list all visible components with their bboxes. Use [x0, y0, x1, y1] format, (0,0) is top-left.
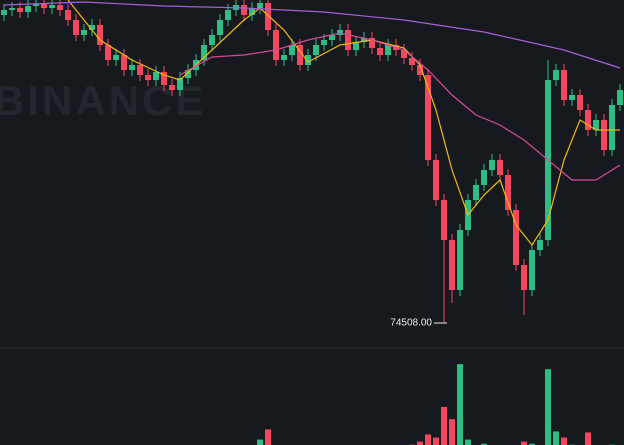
- volume-bar: [457, 364, 463, 445]
- candle-body: [489, 160, 495, 170]
- candle-body: [313, 45, 319, 55]
- candle-body: [25, 6, 31, 12]
- candle-body: [33, 4, 39, 6]
- candle-body: [121, 55, 127, 70]
- candle-body: [185, 70, 191, 78]
- candle-body: [297, 45, 303, 65]
- candle-body: [201, 45, 207, 60]
- volume-bar: [481, 443, 487, 445]
- candle-body: [17, 8, 23, 12]
- moving-average-line: [3, 1, 621, 69]
- candle-body: [377, 48, 383, 55]
- volume-bar: [449, 419, 455, 445]
- candle-body: [449, 240, 455, 290]
- candle-body: [577, 95, 583, 110]
- candle-body: [345, 30, 351, 50]
- candle-body: [273, 30, 279, 60]
- candle-body: [585, 110, 591, 130]
- volume-bar: [265, 429, 271, 445]
- candle-body: [217, 20, 223, 35]
- candle-body: [161, 72, 167, 85]
- candle-body: [361, 38, 367, 42]
- candle-body: [289, 45, 295, 55]
- candle-body: [209, 35, 215, 45]
- candle-body: [113, 55, 119, 60]
- candle-body: [425, 75, 431, 160]
- candle-body: [329, 35, 335, 40]
- candle-body: [537, 240, 543, 250]
- candle-body: [529, 250, 535, 290]
- volume-bar: [441, 406, 447, 445]
- candle-body: [617, 90, 623, 105]
- volume-bar: [257, 439, 263, 445]
- candle-body: [49, 5, 55, 8]
- candle-body: [593, 120, 599, 130]
- candle-body: [65, 10, 71, 20]
- candle-body: [105, 45, 111, 60]
- candle-body: [521, 265, 527, 290]
- candle-body: [137, 65, 143, 75]
- candle-body: [81, 30, 87, 35]
- candle-body: [281, 55, 287, 60]
- candle-body: [505, 175, 511, 210]
- candle-body: [153, 72, 159, 80]
- candle-body: [553, 70, 559, 80]
- candle-body: [601, 120, 607, 150]
- watermark: BINANCE: [0, 77, 206, 124]
- candle-body: [385, 45, 391, 55]
- candle-body: [1, 10, 7, 15]
- volume-bar: [425, 434, 431, 445]
- volume-bar: [433, 437, 439, 445]
- candle-body: [569, 95, 575, 100]
- candle-body: [129, 65, 135, 70]
- candle-body: [409, 58, 415, 65]
- candle-body: [353, 42, 359, 50]
- candle-body: [169, 85, 175, 90]
- candle-body: [249, 8, 255, 15]
- candle-body: [473, 185, 479, 200]
- candle-body: [265, 3, 271, 30]
- volume-bar: [585, 432, 591, 445]
- candle-body: [89, 25, 95, 30]
- candle-body: [9, 8, 15, 10]
- candle-body: [145, 75, 151, 80]
- candle-body: [57, 5, 63, 10]
- candle-body: [369, 38, 375, 48]
- candle-body: [305, 55, 311, 65]
- candle-body: [513, 210, 519, 265]
- candle-body: [561, 70, 567, 100]
- candle-body: [241, 5, 247, 15]
- volume-bar: [417, 441, 423, 445]
- volume-bar: [545, 369, 551, 445]
- volume-bar: [465, 439, 471, 445]
- candle-body: [457, 230, 463, 290]
- candle-body: [441, 200, 447, 240]
- volume-bar: [561, 437, 567, 445]
- candle-body: [417, 65, 423, 75]
- volume-bar: [529, 443, 535, 445]
- moving-average-line: [179, 32, 621, 181]
- volume-bar: [521, 441, 527, 445]
- candle-body: [225, 10, 231, 20]
- candle-body: [97, 25, 103, 45]
- candle-body: [177, 78, 183, 90]
- candle-body: [321, 40, 327, 45]
- volume-bar: [553, 431, 559, 445]
- candle-body: [401, 50, 407, 58]
- candle-body: [257, 3, 263, 8]
- candle-body: [73, 20, 79, 35]
- candle-body: [481, 170, 487, 185]
- candle-body: [41, 4, 47, 8]
- candle-body: [497, 160, 503, 175]
- candle-body: [609, 105, 615, 150]
- candle-body: [433, 160, 439, 200]
- low-price-label: 74508.00: [390, 318, 432, 329]
